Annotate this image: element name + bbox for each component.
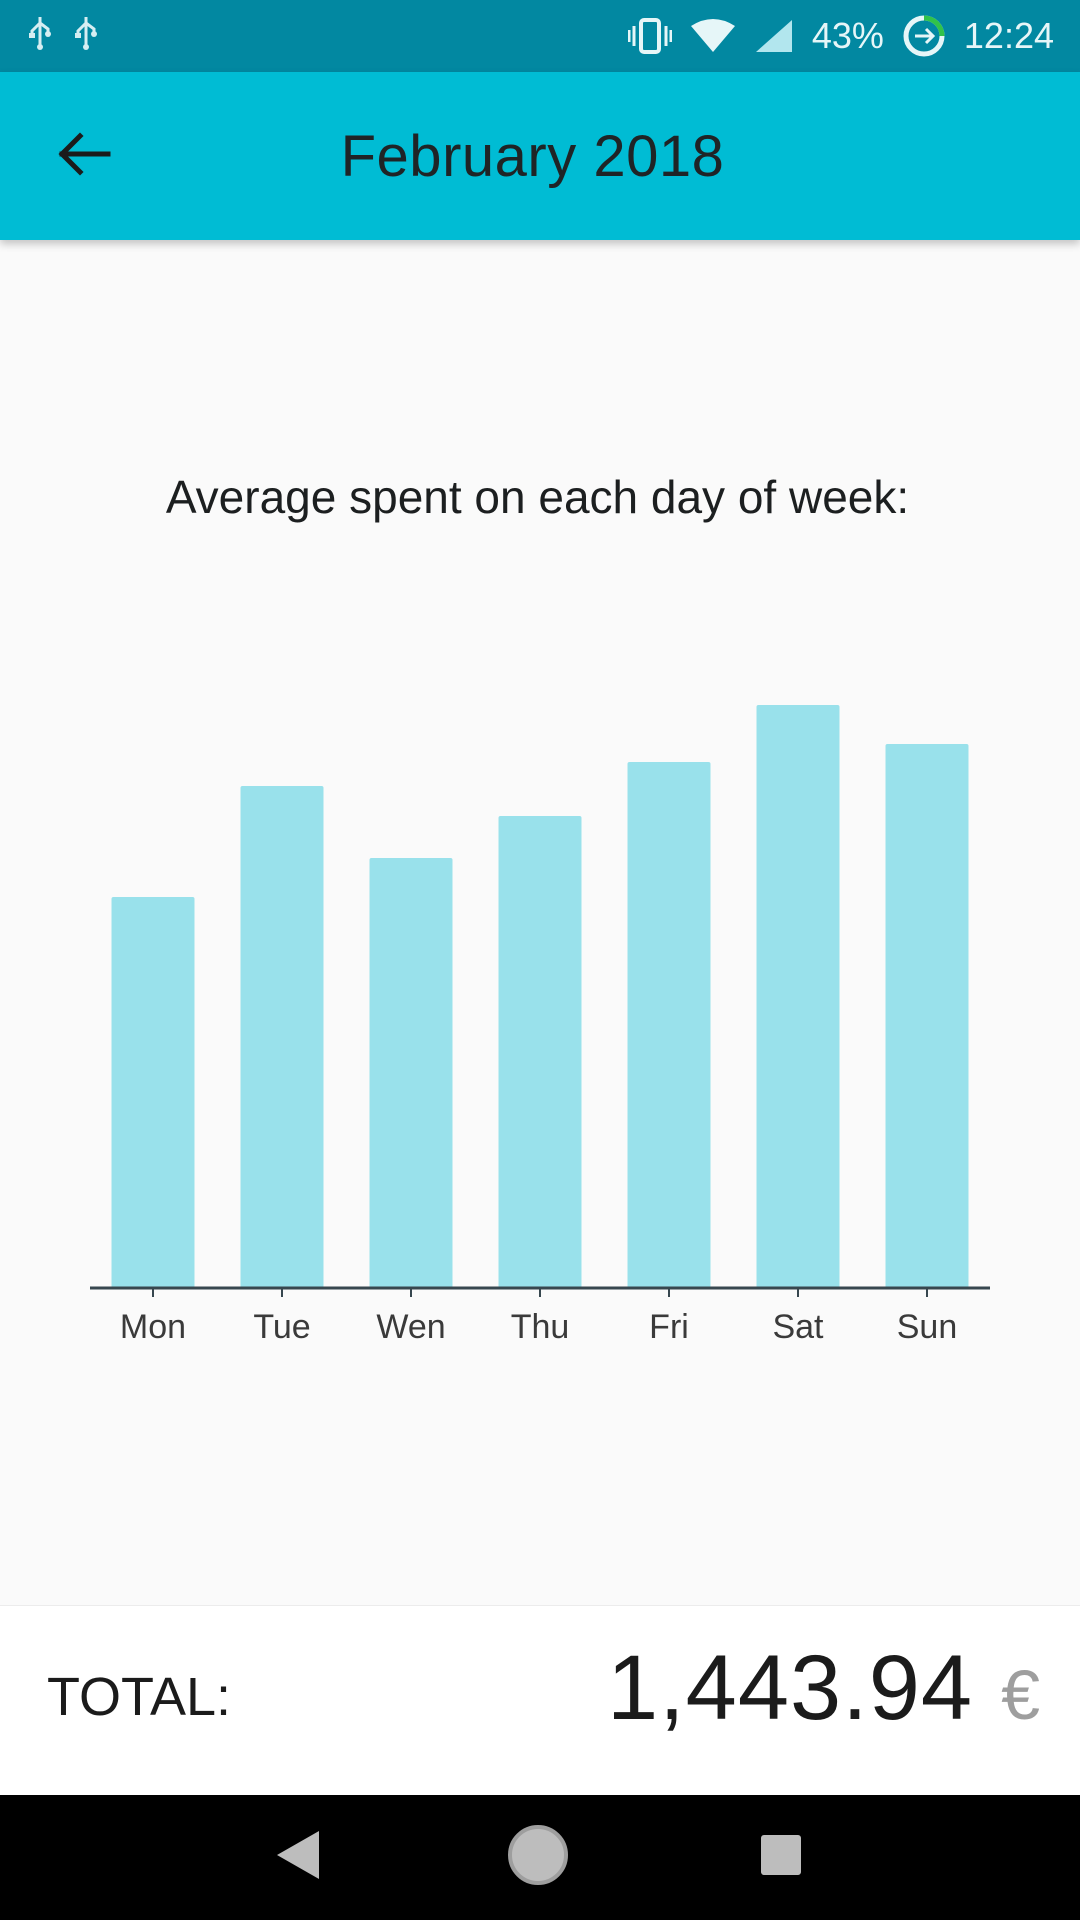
nav-back-button[interactable] bbox=[258, 1817, 338, 1897]
total-panel: TOTAL: 1,443.94 € bbox=[0, 1605, 1080, 1796]
x-tick-label-sat: Sat bbox=[772, 1308, 824, 1346]
cellular-signal-icon bbox=[754, 18, 794, 54]
status-bar: 43% 12:24 bbox=[0, 0, 1080, 72]
status-left-icons bbox=[26, 15, 100, 57]
bar-fri[interactable] bbox=[627, 762, 711, 1288]
x-tick-label-fri: Fri bbox=[649, 1308, 689, 1346]
app-bar: February 2018 bbox=[0, 72, 1080, 240]
chart-heading: Average spent on each day of week: bbox=[165, 471, 910, 523]
back-button[interactable] bbox=[50, 124, 118, 188]
bar-sat[interactable] bbox=[756, 705, 840, 1288]
wifi-icon bbox=[690, 18, 736, 54]
navigation-bar bbox=[0, 1795, 1080, 1920]
recents-square-icon bbox=[759, 1833, 803, 1882]
bar-thu[interactable] bbox=[498, 816, 582, 1288]
x-tick-label-mon: Mon bbox=[120, 1308, 186, 1346]
total-label: TOTAL: bbox=[47, 1667, 232, 1727]
bar-sun[interactable] bbox=[885, 744, 969, 1288]
x-tick-label-wen: Wen bbox=[376, 1308, 445, 1346]
status-right-icons: 43% 12:24 bbox=[627, 14, 1054, 58]
nav-home-button[interactable] bbox=[498, 1817, 578, 1897]
total-value: 1,443.94 bbox=[606, 1637, 974, 1739]
currency-symbol: € bbox=[1001, 1656, 1040, 1734]
battery-percent: 43% bbox=[811, 15, 884, 56]
bar-tue[interactable] bbox=[240, 786, 324, 1288]
x-tick-label-tue: Tue bbox=[253, 1308, 310, 1346]
bar-wen[interactable] bbox=[369, 858, 453, 1288]
usb-icon bbox=[72, 15, 100, 57]
home-circle-icon bbox=[506, 1823, 570, 1892]
clock: 12:24 bbox=[963, 15, 1054, 56]
bar-mon[interactable] bbox=[111, 897, 195, 1288]
usb-icon bbox=[26, 15, 54, 57]
back-triangle-icon bbox=[273, 1827, 323, 1888]
arrow-left-icon bbox=[56, 130, 112, 183]
x-tick-label-sun: Sun bbox=[897, 1308, 958, 1346]
page-title: February 2018 bbox=[340, 123, 725, 189]
vibrate-icon bbox=[627, 16, 672, 56]
nav-recents-button[interactable] bbox=[741, 1817, 821, 1897]
total-amount: 1,443.94 € bbox=[607, 1636, 1040, 1741]
x-tick-label-thu: Thu bbox=[511, 1308, 570, 1346]
data-saver-icon bbox=[902, 14, 946, 58]
